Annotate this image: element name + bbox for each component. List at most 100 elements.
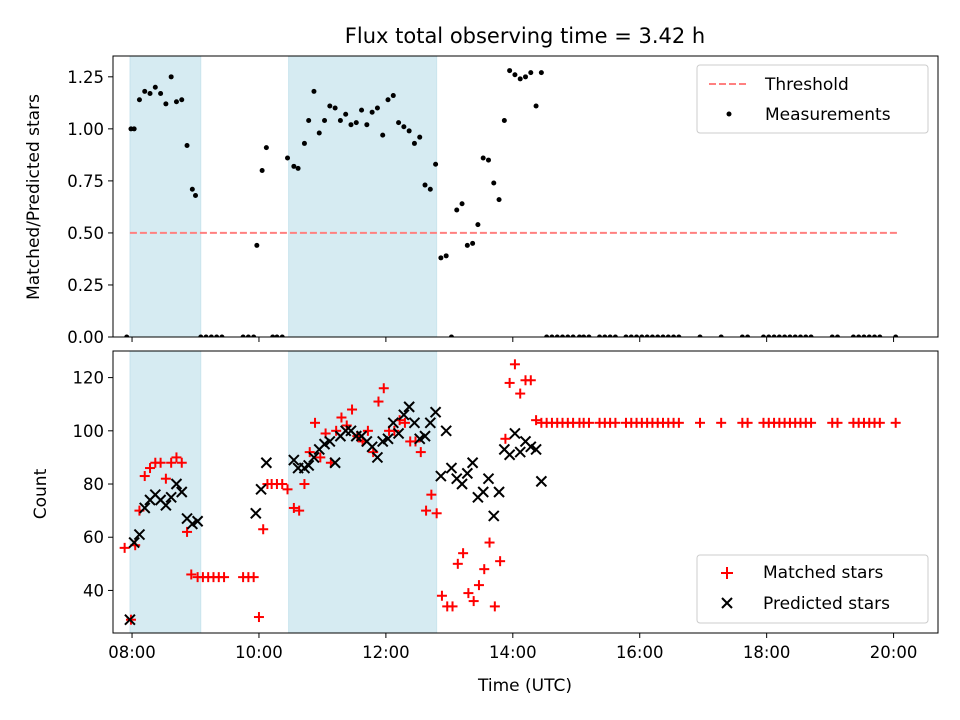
predicted-star-point xyxy=(535,475,548,488)
measurement-point xyxy=(676,334,682,337)
measurement-point xyxy=(745,334,751,337)
bottom-shaded-intervals xyxy=(129,351,438,633)
predicted-star-point xyxy=(302,459,315,472)
measurement-point xyxy=(554,334,560,337)
top-legend-box xyxy=(696,64,929,134)
top-axes-frame xyxy=(112,55,939,338)
measurement-point xyxy=(131,126,137,132)
bot-x-tick-label: 18:00 xyxy=(743,643,791,662)
matched-star-point xyxy=(479,564,490,575)
measurement-point xyxy=(136,97,142,103)
measurement-point xyxy=(390,93,396,99)
matched-star-point xyxy=(145,463,156,474)
predicted-star-point xyxy=(255,483,267,496)
measurement-point xyxy=(427,186,433,192)
matched-star-point xyxy=(463,588,474,599)
predicted-star-point xyxy=(530,443,542,456)
measurement-point xyxy=(872,334,878,337)
matched-star-point xyxy=(294,505,305,516)
measurement-point xyxy=(422,182,428,188)
measurement-point xyxy=(142,88,148,94)
top-x-ticks xyxy=(131,337,895,342)
measurement-point xyxy=(406,128,412,134)
measurement-point xyxy=(634,334,640,337)
predicted-star-point xyxy=(133,528,146,541)
measurement-point xyxy=(311,88,317,94)
predicted-star-point xyxy=(477,486,489,498)
measurement-point xyxy=(544,334,550,337)
predicted-star-point xyxy=(324,435,336,448)
measurement-point xyxy=(417,134,423,140)
measurement-point xyxy=(306,118,312,124)
measurement-point xyxy=(607,334,613,337)
predicted-star-point xyxy=(466,457,479,469)
measurement-point xyxy=(475,222,481,228)
predicted-star-point xyxy=(392,427,405,440)
measurement-point xyxy=(240,334,246,337)
predicted-star-point xyxy=(160,499,172,512)
matched-legend-swatch xyxy=(721,567,733,579)
measurement-point xyxy=(168,74,174,80)
matched-star-point xyxy=(431,508,442,519)
measurement-point xyxy=(628,334,634,337)
measurement-point xyxy=(291,163,297,169)
matched-star-point xyxy=(426,489,437,500)
measurement-point xyxy=(464,242,470,248)
measurement-point xyxy=(491,180,497,186)
matched-star-point xyxy=(299,479,310,490)
bottom-y-axis-label: Count xyxy=(31,468,51,519)
measurement-point xyxy=(374,105,380,111)
bottom-y-ticks: 40 60 80 100 120 xyxy=(73,369,113,600)
measurement-point xyxy=(549,334,555,337)
measurement-point xyxy=(359,107,365,113)
matched-star-point xyxy=(468,596,479,607)
matched-star-point xyxy=(362,425,373,436)
predicted-star-point xyxy=(329,457,341,469)
predicted-star-point xyxy=(514,446,526,458)
top-y-tick-label: 1.25 xyxy=(67,68,104,87)
measurement-point xyxy=(861,334,867,337)
matched-star-point xyxy=(315,452,326,463)
predicted-star-point xyxy=(371,451,384,464)
predicted-star-point xyxy=(176,486,188,498)
measurement-point xyxy=(671,334,677,337)
bottom-x-axis-label: Time (UTC) xyxy=(477,676,572,696)
measurement-point xyxy=(480,155,486,161)
measurement-point xyxy=(776,334,782,337)
measurement-point xyxy=(219,334,225,337)
matched-star-point xyxy=(500,433,511,444)
predicted-star-point xyxy=(288,454,300,466)
measurement-point xyxy=(301,140,307,146)
top-legend: Threshold Measurements xyxy=(696,64,929,134)
bot-x-tick-label: 20:00 xyxy=(870,643,918,662)
bot-y-tick-label: 40 xyxy=(83,581,104,600)
bot-shaded-interval-0 xyxy=(129,351,202,633)
measurement-point xyxy=(893,334,899,337)
predicted-star-point xyxy=(260,457,273,469)
matched-star-point xyxy=(310,417,321,428)
measurement-point xyxy=(459,201,465,207)
measurement-point xyxy=(644,334,650,337)
legend-predicted-label: Predicted stars xyxy=(763,594,890,614)
measurement-point xyxy=(718,334,724,337)
measurement-point xyxy=(877,334,883,337)
matched-star-point xyxy=(389,425,400,436)
measurement-point xyxy=(771,334,777,337)
measurement-point xyxy=(251,334,257,337)
matched-star-point xyxy=(742,417,753,428)
measurement-point xyxy=(184,143,190,149)
measurement-point xyxy=(808,334,814,337)
legend-measurements-label: Measurements xyxy=(765,105,891,125)
measurement-point xyxy=(337,118,343,124)
bot-x-tick-label: 12:00 xyxy=(362,643,410,662)
predicted-star-point xyxy=(429,406,442,418)
matched-star-point xyxy=(176,457,187,468)
bot-y-tick-label: 80 xyxy=(83,475,104,494)
matched-star-point xyxy=(139,471,150,482)
matched-star-point xyxy=(610,417,621,428)
measurement-point xyxy=(263,145,269,151)
measurement-point xyxy=(295,165,301,171)
bot-y-tick-label: 120 xyxy=(73,369,105,388)
matched-star-point xyxy=(258,524,269,535)
